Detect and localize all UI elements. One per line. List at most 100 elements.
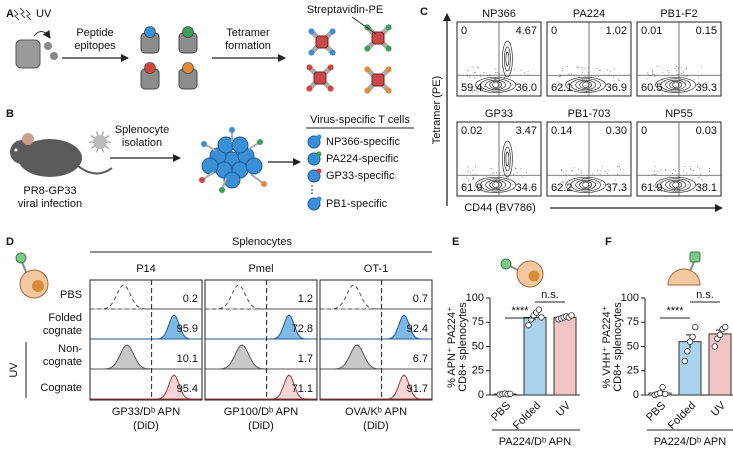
event-dot: [467, 166, 469, 168]
event-dot: [566, 170, 568, 172]
event-dot: [686, 68, 688, 70]
event-dot: [690, 169, 692, 171]
category-label: Folded: [511, 400, 543, 432]
quadrant-value: 38.1: [696, 182, 717, 194]
header: Splenocytes: [232, 236, 292, 248]
y-tick-label: 50: [472, 340, 484, 352]
contour: [485, 179, 506, 191]
event-dot: [560, 85, 562, 87]
histogram: [320, 284, 432, 310]
contour: [475, 76, 516, 93]
event-dot: [700, 66, 702, 68]
quadrant-value: 1.02: [606, 25, 627, 37]
event-dot: [601, 166, 603, 168]
quadrant-value: 0.01: [641, 25, 662, 37]
list-title: Virus-specific T cells: [310, 114, 410, 126]
plot-title: PB1-F2: [660, 8, 697, 20]
event-dot: [557, 85, 559, 87]
event-dot: [614, 83, 616, 85]
event-dot: [659, 181, 661, 183]
percent-value: 10.1: [177, 353, 198, 365]
event-dot: [694, 89, 696, 91]
event-dot: [593, 185, 595, 187]
event-dot: [599, 173, 601, 175]
event-dot: [520, 168, 522, 170]
quadrant-value: 36.9: [606, 82, 627, 94]
event-dot: [466, 191, 468, 193]
quadrant-value: 3.47: [516, 125, 537, 137]
contour: [660, 178, 691, 192]
event-dot: [559, 186, 561, 188]
event-dot: [474, 86, 476, 88]
event-dot: [495, 71, 497, 73]
contour: [655, 76, 696, 93]
event-dot: [493, 184, 495, 186]
event-dot: [514, 188, 516, 190]
event-dot: [684, 165, 686, 167]
y-tick-label: 100: [466, 292, 484, 304]
event-dot: [561, 170, 563, 172]
histogram: [320, 374, 432, 400]
event-dot: [481, 180, 483, 182]
uv-label: UV: [36, 8, 52, 20]
event-dot: [469, 76, 471, 78]
bar: [553, 316, 577, 396]
epitope: [182, 62, 194, 74]
data-point: [568, 312, 575, 319]
event-dot: [669, 176, 671, 178]
x-label: OVA/Kᵇ APN: [345, 406, 407, 418]
step-label: epitopes: [74, 40, 116, 52]
row-label: cognate: [43, 356, 82, 368]
quadrant-value: 60.5: [641, 82, 662, 94]
event-dot: [582, 71, 584, 73]
quadrant-value: 62.2: [551, 182, 572, 194]
contour: [660, 78, 691, 92]
event-dot: [479, 184, 481, 186]
pointer: [351, 16, 377, 35]
contour: [504, 146, 511, 172]
event-dot: [561, 88, 563, 90]
tetramer-dot: [219, 187, 225, 193]
list-item: GP33-specific: [326, 170, 395, 182]
vhh-stick: [689, 261, 695, 272]
panel-label: E: [452, 236, 459, 248]
tetramer-epitope: [364, 87, 371, 94]
mouse-tail: [77, 165, 113, 175]
event-dot: [655, 173, 657, 175]
event-dot: [689, 168, 691, 170]
quadrant-value: 59.4: [461, 82, 482, 94]
step-label: Splenocyte: [115, 124, 169, 136]
event-dot: [699, 85, 701, 87]
event-dot: [584, 67, 586, 69]
event-dot: [526, 171, 528, 173]
tetramer-epitope: [385, 87, 392, 94]
event-dot: [608, 186, 610, 188]
quadrant-value: 0.02: [461, 125, 482, 137]
tetramer-epitope: [327, 85, 334, 92]
event-dot: [577, 66, 579, 68]
event-dot: [585, 85, 587, 87]
nucleus: [32, 280, 44, 292]
quadrant-value: 37.3: [606, 182, 627, 194]
event-dot: [580, 169, 582, 171]
event-dot: [511, 83, 513, 85]
event-dot: [684, 69, 686, 71]
event-dot: [617, 79, 619, 81]
percent-value: 0.2: [183, 293, 198, 305]
event-dot: [693, 170, 695, 172]
quadrant-value: 34.6: [516, 182, 537, 194]
contour: [575, 79, 596, 91]
infection-label: viral infection: [18, 198, 82, 210]
event-dot: [584, 75, 586, 77]
axis-title: Tetramer (PE): [431, 76, 443, 144]
event-dot: [705, 176, 707, 178]
event-dot: [617, 173, 619, 175]
event-dot: [506, 172, 508, 174]
cell-icon: [307, 152, 321, 166]
event-dot: [466, 177, 468, 179]
percent-value: 71.1: [292, 383, 313, 395]
event-dot: [576, 66, 578, 68]
event-dot: [681, 67, 683, 69]
event-dot: [665, 169, 667, 171]
event-dot: [561, 67, 563, 69]
